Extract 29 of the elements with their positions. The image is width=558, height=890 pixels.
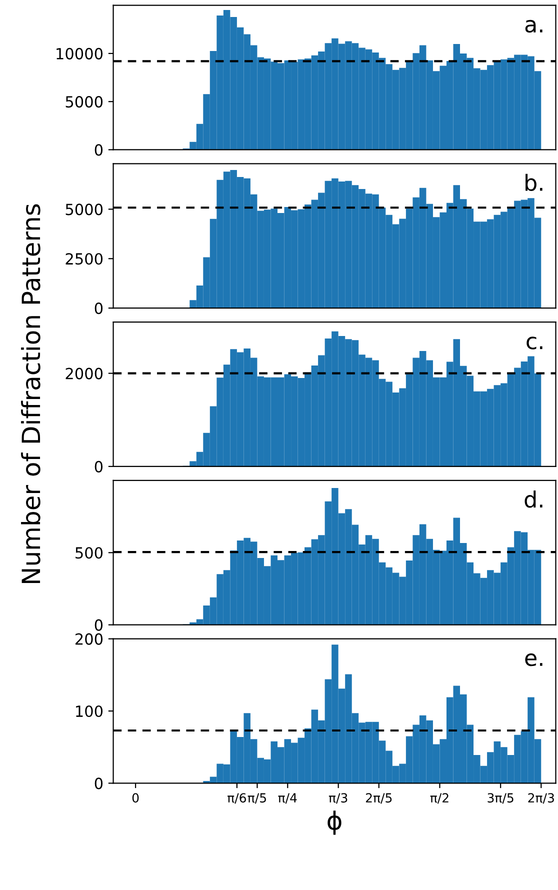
x-tick-label: 3π/5 <box>488 793 514 804</box>
annotation: d. <box>524 490 542 508</box>
y-tick-label: 5000 <box>66 96 103 108</box>
y-tick-label: 0 <box>94 460 103 472</box>
x-tick-label: 0 <box>132 793 139 803</box>
y-tick-label: 2000 <box>66 368 103 380</box>
y-tick-label: 200 <box>76 633 103 645</box>
x-tick-label: π/5 <box>248 793 266 804</box>
annotation: a. <box>525 20 542 33</box>
annotation: e. <box>525 653 542 666</box>
x-tick-label: π/6 <box>228 793 246 804</box>
x-tick-label: 2π/5 <box>366 793 392 804</box>
x-tick-label: 2π/3 <box>528 793 554 804</box>
y-tick-label: 100 <box>76 705 103 718</box>
x-tick-label: π/4 <box>278 793 297 804</box>
y-tick-label: 0 <box>94 144 103 156</box>
x-axis-title: ϕ <box>328 810 342 835</box>
y-axis-title: Number of Diffraction Patterns <box>21 204 40 583</box>
x-tick-label: π/2 <box>430 793 448 804</box>
y-tick-label: 5000 <box>66 204 103 216</box>
y-tick-label: 0 <box>94 778 103 790</box>
annotation: c. <box>526 336 542 350</box>
annotation: b. <box>526 174 542 192</box>
x-tick-label: π/3 <box>328 793 348 804</box>
y-tick-label: 0 <box>94 619 103 631</box>
y-tick-label: 500 <box>76 547 103 559</box>
y-tick-label: 0 <box>94 302 103 314</box>
y-tick-label: 10000 <box>56 48 103 60</box>
y-tick-label: 2500 <box>66 253 103 265</box>
